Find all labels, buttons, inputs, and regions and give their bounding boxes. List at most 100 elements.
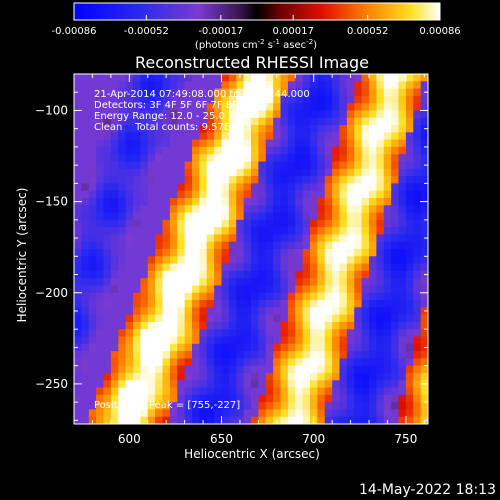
heatmap-cell (140, 380, 149, 389)
heatmap-cell (273, 146, 282, 155)
heatmap-cell (236, 212, 245, 221)
heatmap-cell (228, 314, 237, 323)
x-axis-label: Heliocentric X (arcsec) (184, 447, 320, 461)
heatmap-cell (110, 300, 119, 308)
heatmap-cell (295, 183, 304, 192)
heatmap-cell (228, 372, 237, 381)
heatmap-cell (125, 190, 134, 199)
heatmap-cell (310, 197, 318, 206)
heatmap-cell (88, 249, 97, 257)
heatmap-cell (258, 358, 267, 367)
heatmap-cell (192, 117, 200, 126)
heatmap-cell (125, 249, 134, 257)
heatmap-cell (280, 219, 289, 228)
heatmap-cell (280, 146, 289, 155)
heatmap-cell (376, 358, 385, 367)
heatmap-cell (96, 132, 105, 141)
heatmap-cell (184, 146, 193, 155)
heatmap-cell (155, 132, 164, 141)
heatmap-cell (103, 110, 112, 119)
heatmap-cell (155, 358, 164, 367)
heatmap-cell (273, 190, 282, 199)
heatmap-cell (228, 161, 237, 170)
heatmap-cell (280, 402, 289, 411)
heatmap-cell (221, 314, 230, 323)
heatmap-cell (147, 132, 156, 141)
heatmap-cell (339, 365, 348, 374)
heatmap-cell (332, 314, 341, 323)
heatmap-cell (295, 402, 304, 411)
heatmap-cell (88, 125, 97, 133)
heatmap-cell (118, 176, 127, 184)
heatmap-cell (118, 81, 127, 90)
heatmap-cell (369, 380, 377, 389)
heatmap-cell (236, 117, 245, 126)
heatmap-cell (258, 402, 267, 411)
heatmap-cell (236, 263, 245, 272)
heatmap-cell (265, 183, 274, 192)
heatmap-cell (339, 219, 348, 228)
heatmap-cell (169, 110, 178, 119)
heatmap-cell (273, 270, 282, 279)
heatmap-cell (302, 161, 311, 170)
heatmap-cell (251, 183, 259, 192)
heatmap-cell (221, 402, 230, 411)
heatmap-cell (258, 263, 267, 272)
heatmap-cell (287, 409, 296, 418)
heatmap-cell (118, 154, 127, 163)
heatmap-cell (228, 409, 237, 418)
heatmap-cell (265, 321, 274, 330)
heatmap-cell (369, 292, 377, 301)
heatmap-cell (354, 212, 363, 221)
heatmap-cell (317, 358, 326, 367)
heatmap-cell (243, 212, 252, 221)
heatmap-cell (258, 110, 267, 119)
heatmap-cell (110, 227, 119, 236)
heatmap-cell (125, 307, 134, 316)
heatmap-cell (354, 146, 363, 155)
heatmap-cell (339, 416, 348, 424)
heatmap-cell (258, 292, 267, 301)
heatmap-cell (214, 387, 223, 396)
heatmap-cell (302, 74, 311, 82)
heatmap-cell (88, 183, 97, 192)
heatmap-cell (287, 110, 296, 119)
heatmap-cell (236, 110, 245, 119)
annotations: 21-Apr-2014 07:49:08.000 to 07:53:44.000… (94, 89, 310, 411)
heatmap-cell (74, 146, 82, 155)
heatmap-cell (147, 74, 156, 82)
heatmap-cell (214, 197, 223, 206)
heatmap-cell (376, 205, 385, 214)
heatmap-cell (324, 372, 333, 381)
heatmap-cell (265, 125, 274, 133)
heatmap-cell (391, 88, 400, 97)
heatmap-cell (169, 103, 178, 112)
heatmap-cell (295, 125, 304, 133)
heatmap-cell (391, 139, 400, 148)
heatmap-cell (221, 380, 230, 389)
heatmap-cell (184, 74, 193, 82)
heatmap-cell (405, 190, 414, 199)
heatmap-cell (405, 81, 414, 90)
heatmap-cell (376, 81, 385, 90)
heatmap-cell (199, 132, 208, 141)
heatmap-cell (310, 387, 318, 396)
heatmap-cell (103, 278, 112, 287)
heatmap-cell (214, 81, 223, 90)
heatmap-cell (96, 212, 105, 221)
heatmap-cell (88, 81, 97, 90)
heatmap-cell (324, 212, 333, 221)
heatmap-cell (192, 285, 200, 294)
heatmap-cell (339, 358, 348, 367)
heatmap-cell (243, 263, 252, 272)
heatmap-cell (273, 197, 282, 206)
heatmap-cell (192, 394, 200, 403)
heatmap-cell (125, 336, 134, 345)
heatmap-cell (162, 314, 171, 323)
heatmap-cell (302, 95, 311, 104)
heatmap-cell (376, 176, 385, 184)
heatmap-cell (88, 154, 97, 163)
heatmap-cell (332, 409, 341, 418)
heatmap-cell (88, 307, 97, 316)
heatmap-cell (125, 139, 134, 148)
